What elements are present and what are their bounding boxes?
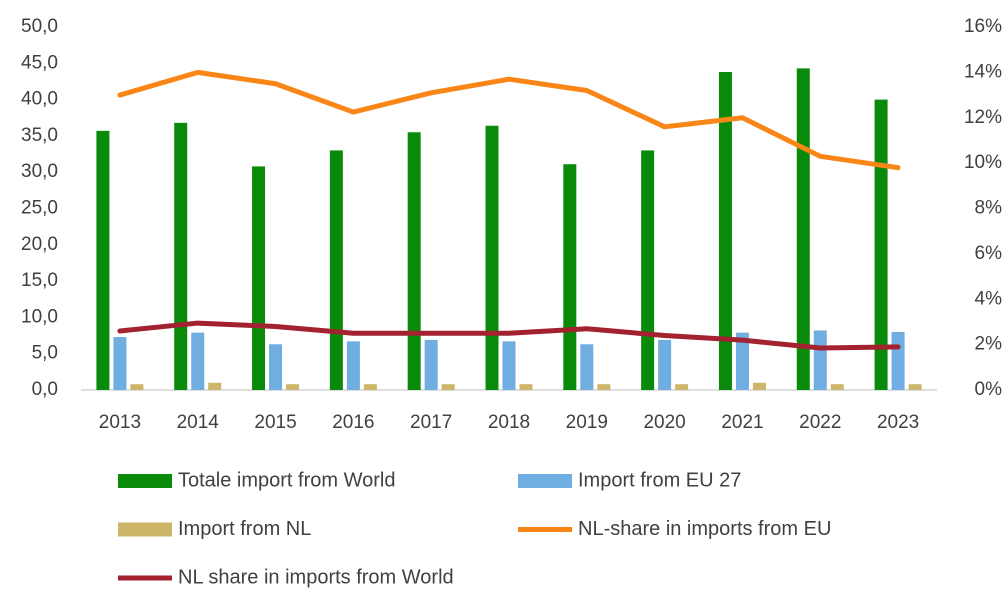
y-tick-label: 0,0 — [32, 379, 58, 400]
x-tick-label: 2021 — [721, 412, 763, 433]
bar — [641, 150, 655, 390]
bar — [441, 384, 455, 390]
legend-label: Import from NL — [178, 518, 311, 540]
x-tick-label: 2019 — [566, 412, 608, 433]
x-tick-label: 2023 — [877, 412, 919, 433]
bar — [658, 339, 672, 390]
bar — [874, 99, 888, 390]
bar — [485, 125, 499, 391]
bar — [908, 384, 922, 390]
legend-label: Import from EU 27 — [578, 469, 741, 491]
bar — [830, 384, 844, 390]
bar — [269, 344, 283, 390]
y-tick-label: 30,0 — [21, 161, 58, 182]
line — [117, 69, 901, 171]
y2-tick-label: 14% — [964, 61, 1002, 82]
legend-swatch — [118, 474, 172, 488]
bar — [891, 331, 905, 390]
y2-tick-label: 2% — [975, 334, 1003, 355]
bar — [502, 341, 516, 390]
bar — [252, 166, 266, 390]
y-tick-label: 15,0 — [21, 270, 58, 291]
y2-tick-label: 0% — [975, 379, 1003, 400]
bar — [363, 384, 377, 390]
legend-label: NL-share in imports from EU — [578, 518, 831, 540]
x-tick-label: 2013 — [99, 412, 141, 433]
y2-tick-label: 6% — [975, 243, 1003, 264]
bar — [174, 122, 188, 390]
y2-tick-label: 16% — [964, 16, 1002, 37]
bar — [675, 384, 689, 390]
y-tick-label: 25,0 — [21, 198, 58, 219]
y2-tick-label: 8% — [975, 198, 1003, 219]
bar — [208, 382, 222, 390]
x-tick-label: 2020 — [643, 412, 685, 433]
y2-tick-label: 12% — [964, 107, 1002, 128]
legend-swatch — [118, 522, 172, 537]
bar — [130, 384, 144, 390]
x-tick-label: 2015 — [254, 412, 296, 433]
y-tick-label: 10,0 — [21, 306, 58, 327]
y2-tick-label: 10% — [964, 152, 1002, 173]
y-tick-label: 50,0 — [21, 16, 58, 37]
legend-swatch — [518, 474, 572, 488]
bar — [346, 341, 360, 390]
x-tick-label: 2016 — [332, 412, 374, 433]
bar — [286, 384, 300, 390]
line — [117, 320, 901, 351]
y-tick-label: 40,0 — [21, 89, 58, 110]
legend-label: NL share in imports from World — [178, 566, 454, 588]
bar — [96, 130, 110, 390]
bar — [580, 344, 594, 390]
y2-tick-label: 4% — [975, 288, 1003, 309]
x-tick-label: 2022 — [799, 412, 841, 433]
x-tick-label: 2017 — [410, 412, 452, 433]
bar — [407, 132, 421, 390]
bar — [563, 164, 577, 390]
bar — [813, 330, 827, 390]
bar — [424, 339, 438, 390]
y-tick-label: 45,0 — [21, 52, 58, 73]
bar — [718, 72, 732, 391]
bar — [597, 384, 611, 390]
legend-label: Totale import from World — [178, 469, 395, 491]
bar — [752, 382, 766, 390]
x-tick-label: 2014 — [177, 412, 220, 433]
y-tick-label: 20,0 — [21, 234, 58, 255]
bar — [735, 332, 749, 390]
x-tick-label: 2018 — [488, 412, 530, 433]
bar — [796, 68, 810, 390]
bar — [113, 337, 127, 390]
y-tick-label: 5,0 — [32, 343, 58, 364]
bar — [329, 150, 343, 390]
y-tick-label: 35,0 — [21, 125, 58, 146]
bar — [191, 332, 205, 390]
bar — [519, 384, 533, 390]
